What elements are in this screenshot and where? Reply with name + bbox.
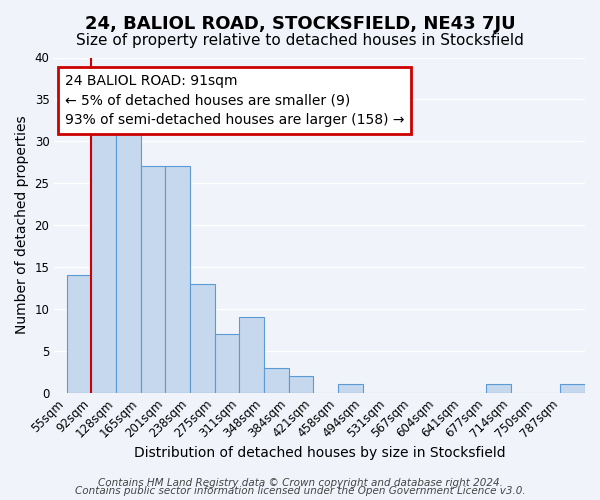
Bar: [338, 384, 363, 392]
Text: 24 BALIOL ROAD: 91sqm
← 5% of detached houses are smaller (9)
93% of semi-detach: 24 BALIOL ROAD: 91sqm ← 5% of detached h…: [65, 74, 404, 128]
Bar: [560, 384, 585, 392]
X-axis label: Distribution of detached houses by size in Stocksfield: Distribution of detached houses by size …: [134, 446, 505, 460]
Text: Size of property relative to detached houses in Stocksfield: Size of property relative to detached ho…: [76, 32, 524, 48]
Bar: [140, 166, 166, 392]
Bar: [264, 368, 289, 392]
Bar: [116, 116, 140, 392]
Y-axis label: Number of detached properties: Number of detached properties: [15, 116, 29, 334]
Bar: [67, 276, 91, 392]
Bar: [486, 384, 511, 392]
Bar: [91, 116, 116, 392]
Bar: [289, 376, 313, 392]
Text: 24, BALIOL ROAD, STOCKSFIELD, NE43 7JU: 24, BALIOL ROAD, STOCKSFIELD, NE43 7JU: [85, 15, 515, 33]
Text: Contains HM Land Registry data © Crown copyright and database right 2024.: Contains HM Land Registry data © Crown c…: [98, 478, 502, 488]
Bar: [215, 334, 239, 392]
Bar: [239, 318, 264, 392]
Bar: [190, 284, 215, 393]
Bar: [166, 166, 190, 392]
Text: Contains public sector information licensed under the Open Government Licence v3: Contains public sector information licen…: [74, 486, 526, 496]
